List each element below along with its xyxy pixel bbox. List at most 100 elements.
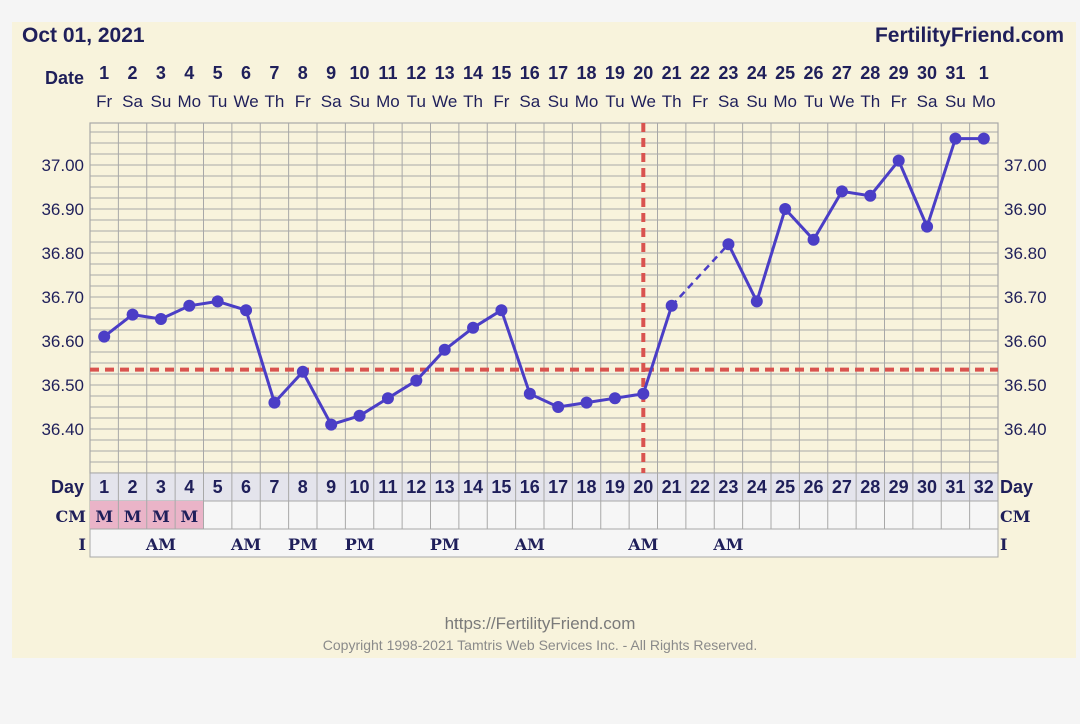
date-label: 7 bbox=[269, 63, 279, 83]
weekday-label: Fr bbox=[493, 92, 509, 111]
day-number: 5 bbox=[213, 477, 223, 497]
temperature-point bbox=[921, 220, 934, 233]
temperature-point bbox=[665, 299, 678, 312]
day-number: 9 bbox=[326, 477, 336, 497]
day-number: 30 bbox=[917, 477, 937, 497]
i-row-label: I bbox=[79, 535, 86, 554]
weekday-label: Fr bbox=[96, 92, 112, 111]
temperature-point bbox=[807, 233, 820, 246]
date-label: 11 bbox=[378, 63, 397, 83]
date-label: 15 bbox=[491, 63, 511, 83]
day-number: 12 bbox=[406, 477, 426, 497]
temperature-line-segment bbox=[869, 159, 900, 197]
date-label: 9 bbox=[326, 63, 336, 83]
y-tick-label-right: 36.50 bbox=[1004, 376, 1047, 395]
day-number: 20 bbox=[633, 477, 653, 497]
day-number: 27 bbox=[832, 477, 852, 497]
y-tick-label-right: 36.40 bbox=[1004, 420, 1047, 439]
temperature-line-segment bbox=[755, 208, 787, 302]
day-number: 21 bbox=[662, 477, 682, 497]
date-label: 30 bbox=[917, 63, 937, 83]
temperature-point bbox=[296, 365, 309, 378]
date-label: 20 bbox=[633, 63, 653, 83]
weekday-label: Mo bbox=[773, 92, 797, 111]
temperature-line-segment bbox=[784, 207, 815, 241]
temperature-point bbox=[98, 330, 111, 343]
day-number: 1 bbox=[99, 477, 109, 497]
temperature-point bbox=[779, 203, 792, 215]
y-tick-label-right: 36.80 bbox=[1004, 244, 1047, 263]
temperature-point bbox=[183, 299, 196, 312]
date-label: 27 bbox=[832, 63, 852, 83]
temperature-point bbox=[864, 189, 877, 202]
weekday-label: Tu bbox=[407, 92, 426, 111]
weekday-label: Th bbox=[860, 92, 880, 111]
date-label: 6 bbox=[241, 63, 251, 83]
intercourse-value: AM bbox=[230, 535, 261, 554]
footer-copyright: Copyright 1998-2021 Tamtris Web Services… bbox=[322, 637, 758, 653]
temperature-point bbox=[949, 132, 962, 145]
temperature-point bbox=[835, 185, 848, 198]
brand-title[interactable]: FertilityFriend.com bbox=[874, 24, 1064, 47]
cm-cell-highlight bbox=[146, 501, 176, 529]
chart-date: Oct 01, 2021 bbox=[22, 24, 145, 47]
temperature-point bbox=[892, 154, 905, 167]
date-label: 29 bbox=[889, 63, 909, 83]
temperature-point bbox=[410, 374, 423, 387]
date-label: 18 bbox=[577, 63, 597, 83]
weekday-label: We bbox=[233, 92, 258, 111]
weekday-label: Th bbox=[662, 92, 682, 111]
y-tick-label-right: 37.00 bbox=[1004, 156, 1047, 175]
day-number: 19 bbox=[605, 477, 625, 497]
weekday-label: Tu bbox=[605, 92, 624, 111]
temperature-point bbox=[722, 238, 735, 251]
intercourse-value: AM bbox=[514, 535, 545, 554]
temperature-point bbox=[325, 418, 338, 431]
y-tick-label-left: 37.00 bbox=[41, 156, 84, 175]
y-tick-label-left: 36.90 bbox=[41, 200, 84, 219]
date-label: 4 bbox=[184, 63, 194, 83]
weekday-label: Fr bbox=[891, 92, 907, 111]
temperature-line-segment bbox=[727, 243, 759, 303]
cm-value: M bbox=[152, 507, 170, 526]
temperature-line-segment bbox=[301, 371, 333, 426]
day-number: 26 bbox=[804, 477, 824, 497]
temperature-point bbox=[268, 396, 281, 409]
date-label: 22 bbox=[690, 63, 710, 83]
weekday-label: We bbox=[829, 92, 854, 111]
temperature-line-segment bbox=[897, 160, 929, 228]
intercourse-value: PM bbox=[345, 535, 375, 554]
date-label: 25 bbox=[775, 63, 795, 83]
temperature-point bbox=[438, 343, 451, 356]
day-row-label: Day bbox=[51, 477, 84, 497]
day-number: 6 bbox=[241, 477, 251, 497]
day-number: 4 bbox=[184, 477, 194, 497]
day-number: 29 bbox=[889, 477, 909, 497]
date-label: 23 bbox=[718, 63, 738, 83]
date-label: 21 bbox=[662, 63, 682, 83]
weekday-label: Fr bbox=[295, 92, 311, 111]
temperature-point bbox=[353, 409, 366, 422]
intercourse-value: AM bbox=[145, 535, 176, 554]
day-number: 15 bbox=[491, 477, 511, 497]
weekday-label: Mo bbox=[575, 92, 599, 111]
weekday-label: Su bbox=[349, 92, 370, 111]
day-number: 2 bbox=[128, 477, 138, 497]
day-number: 17 bbox=[548, 477, 568, 497]
day-row-label-right: Day bbox=[1000, 477, 1033, 497]
day-number: 31 bbox=[945, 477, 965, 497]
day-number: 10 bbox=[350, 477, 370, 497]
y-tick-label-left: 36.60 bbox=[41, 332, 84, 351]
footer-url[interactable]: https://FertilityFriend.com bbox=[444, 614, 636, 633]
cm-value: M bbox=[95, 507, 113, 526]
date-label: 12 bbox=[406, 63, 426, 83]
temperature-line-segment bbox=[500, 309, 532, 395]
y-tick-label-left: 36.40 bbox=[41, 420, 84, 439]
day-number: 7 bbox=[269, 477, 279, 497]
date-label: 5 bbox=[213, 63, 223, 83]
temperature-point bbox=[211, 295, 224, 308]
y-tick-label-right: 36.60 bbox=[1004, 332, 1047, 351]
temperature-point bbox=[126, 308, 139, 321]
cm-cell-highlight bbox=[118, 501, 147, 529]
